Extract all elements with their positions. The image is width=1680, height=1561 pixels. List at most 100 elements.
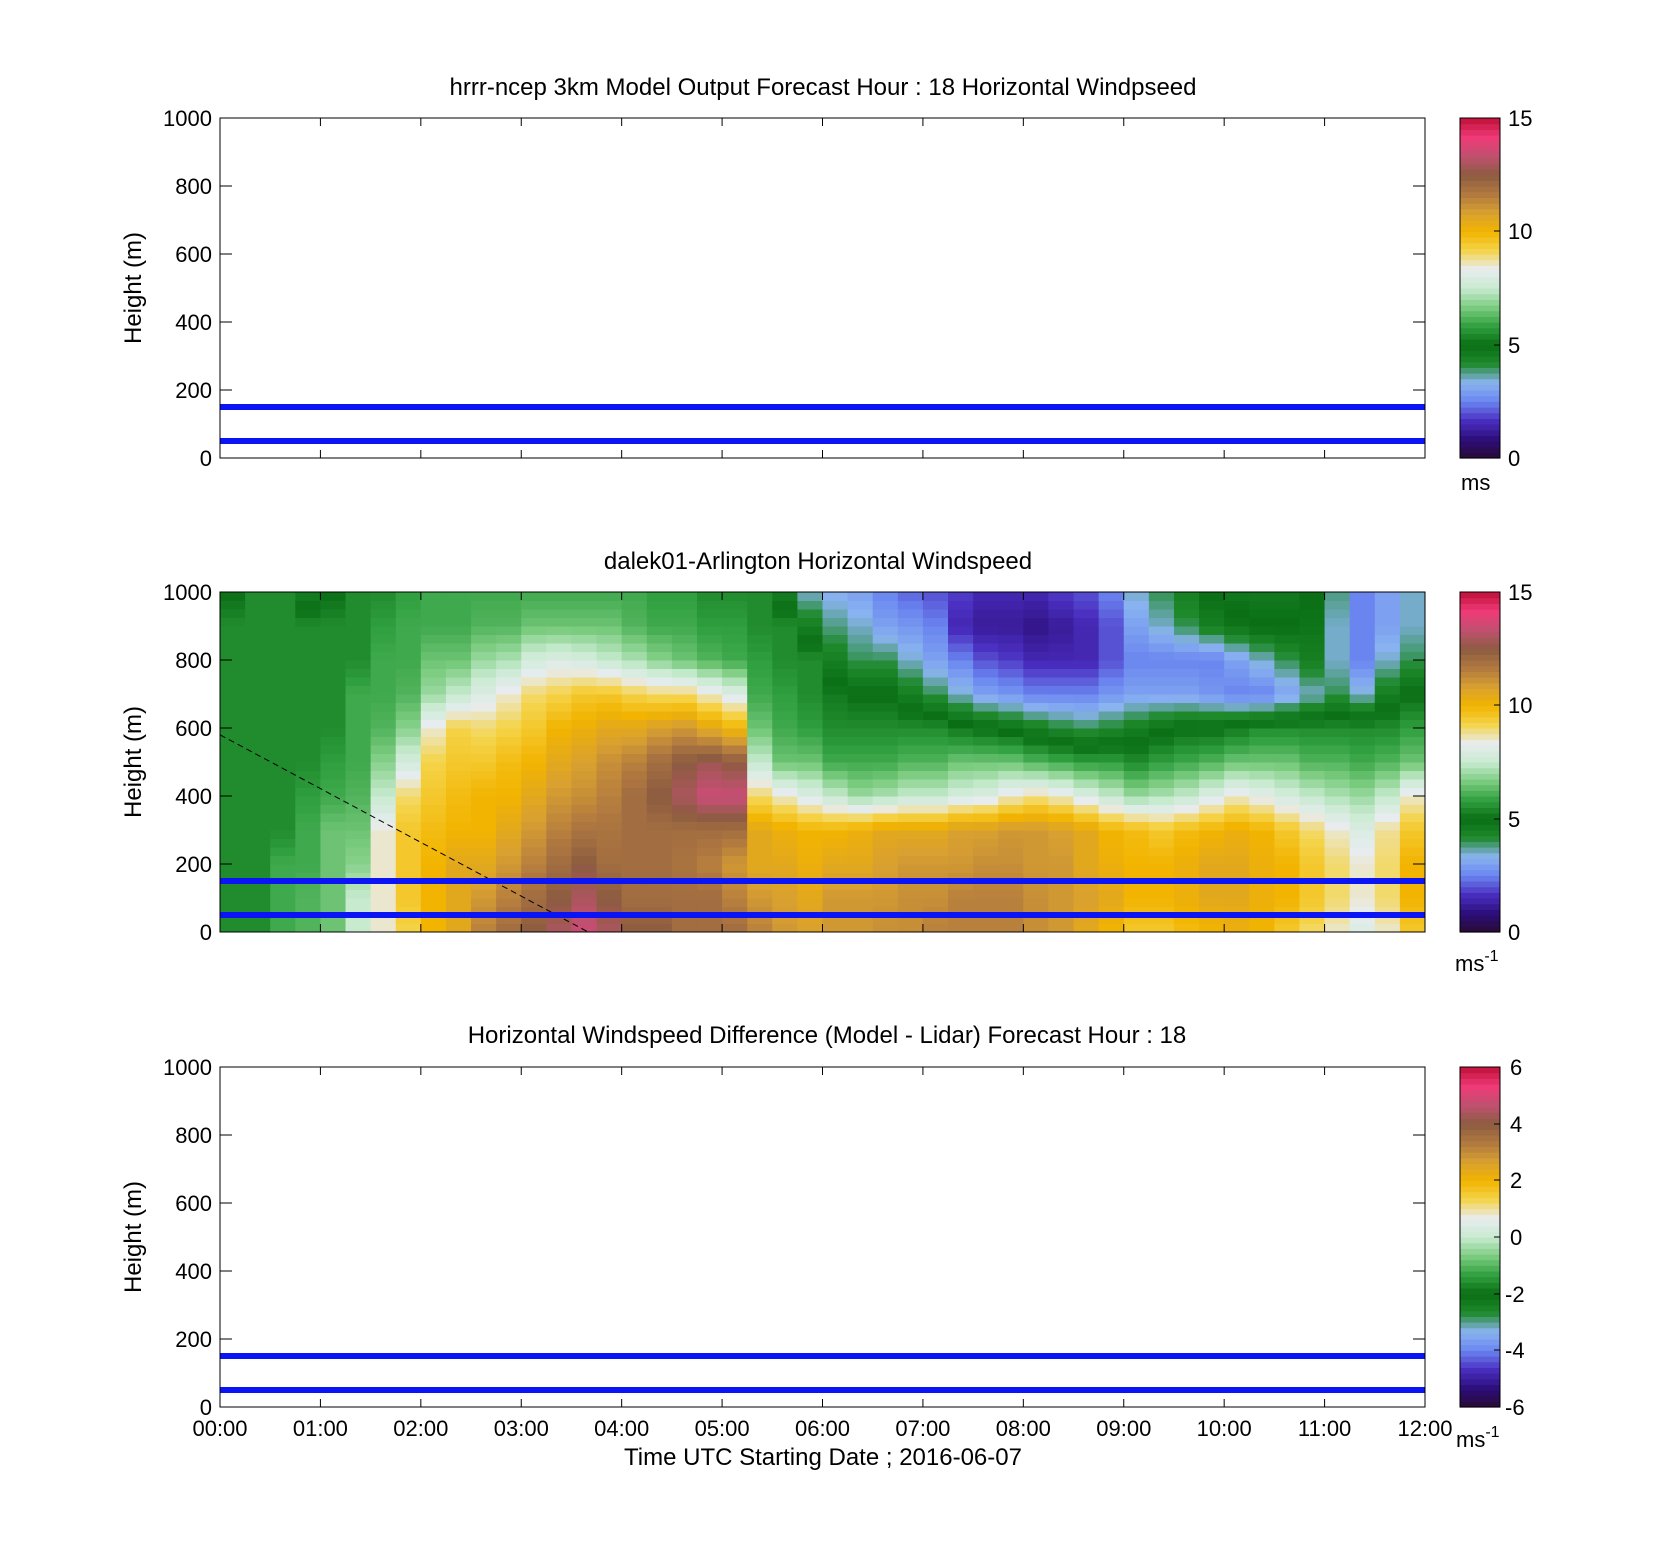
heatmap-cell — [772, 728, 798, 737]
heatmap-cell — [596, 889, 623, 899]
heatmap-cell — [1073, 626, 1100, 635]
heatmap-cell — [1073, 838, 1100, 848]
heatmap-cell — [345, 847, 372, 856]
heatmap-cell — [245, 872, 271, 882]
heatmap-cell — [671, 609, 698, 618]
heatmap-cell — [998, 770, 1024, 780]
heatmap-cell — [571, 855, 598, 865]
heatmap-cell — [696, 787, 723, 797]
heatmap-cell — [245, 592, 271, 601]
heatmap-cell — [445, 694, 472, 703]
panel-difference-cbtick-5: 4 — [1494, 1112, 1522, 1137]
heatmap-cell — [295, 651, 321, 661]
heatmap-cell — [722, 728, 748, 737]
colorbar-swatch — [1460, 146, 1500, 153]
heatmap-cell — [772, 796, 798, 805]
heatmap-cell — [220, 787, 246, 797]
colorbar-swatch — [1460, 327, 1500, 334]
colorbar-swatch — [1460, 830, 1500, 837]
heatmap-cell — [722, 711, 748, 720]
panel-lidar-cbtick-0: 0 — [1494, 920, 1520, 945]
heatmap-cell — [1374, 864, 1401, 873]
heatmap-cell — [1299, 923, 1326, 933]
heatmap-cell — [521, 685, 547, 695]
heatmap-cell — [1274, 838, 1300, 848]
heatmap-cell — [546, 864, 572, 873]
heatmap-cell — [546, 898, 572, 907]
colorbar-swatch — [1460, 677, 1500, 684]
colorbar-swatch — [1460, 401, 1500, 408]
heatmap-cell — [245, 651, 271, 661]
heatmap-cell — [621, 787, 648, 797]
colorbar-swatch — [1460, 1305, 1500, 1312]
heatmap-cell — [722, 617, 748, 627]
heatmap-cell — [948, 617, 974, 627]
heatmap-cell — [1098, 813, 1125, 822]
colorbar-swatch — [1460, 1367, 1500, 1374]
heatmap-cell — [973, 728, 999, 737]
heatmap-cell — [1148, 728, 1175, 737]
heatmap-cell — [1173, 838, 1200, 848]
heatmap-cell — [747, 898, 773, 907]
colorbar-swatch — [1460, 1350, 1500, 1357]
heatmap-cell — [948, 813, 974, 822]
heatmap-cell — [973, 685, 999, 695]
heatmap-cell — [521, 838, 547, 848]
panel-lidar-cbtick-3: 15 — [1494, 580, 1532, 605]
colorbar-swatch — [1460, 620, 1500, 627]
heatmap-cell — [1173, 651, 1200, 661]
panel-difference-ytick-label: 0 — [200, 1395, 212, 1420]
heatmap-cell — [621, 855, 648, 865]
heatmap-cell — [772, 830, 798, 839]
heatmap-cell — [1374, 702, 1401, 712]
colorbar-swatch — [1460, 322, 1500, 329]
heatmap-cell — [847, 779, 874, 788]
heatmap-cell — [822, 702, 849, 712]
panel-difference-x-ticks — [219, 1067, 1426, 1407]
xtick-label: 10:00 — [1197, 1416, 1252, 1441]
heatmap-cell — [571, 847, 598, 856]
heatmap-cell — [295, 745, 321, 754]
heatmap-cell — [1048, 753, 1075, 763]
heatmap-cell — [722, 864, 748, 873]
heatmap-cell — [973, 694, 999, 703]
heatmap-cell — [872, 872, 899, 882]
heatmap-cell — [1274, 906, 1300, 916]
heatmap-cell — [1173, 898, 1200, 907]
heatmap-cell — [1299, 864, 1326, 873]
heatmap-cell — [872, 728, 899, 737]
heatmap-cell — [345, 651, 372, 661]
heatmap-cell — [922, 830, 949, 839]
heatmap-cell — [596, 779, 623, 788]
heatmap-cell — [998, 660, 1024, 669]
heatmap-cell — [496, 736, 522, 746]
heatmap-cell — [797, 753, 823, 763]
heatmap-cell — [320, 855, 347, 865]
heatmap-cell — [1173, 736, 1200, 746]
heatmap-cell — [496, 753, 522, 763]
heatmap-cell — [897, 728, 924, 737]
heatmap-cell — [872, 643, 899, 652]
heatmap-cell — [847, 651, 874, 661]
heatmap-cell — [1324, 855, 1351, 865]
heatmap-cell — [1399, 906, 1426, 916]
heatmap-cell — [1023, 838, 1049, 848]
heatmap-cell — [1224, 719, 1250, 729]
colorbar-swatch — [1460, 1327, 1500, 1334]
colorbar-swatch — [1460, 1288, 1500, 1295]
heatmap-cell — [948, 660, 974, 669]
heatmap-cell — [471, 668, 497, 678]
heatmap-cell — [445, 796, 472, 805]
heatmap-cell — [897, 889, 924, 899]
heatmap-cell — [797, 796, 823, 805]
heatmap-cell — [822, 923, 849, 933]
heatmap-cell — [1173, 813, 1200, 822]
heatmap-cell — [370, 915, 397, 924]
heatmap-cell — [496, 617, 522, 627]
heatmap-cell — [370, 651, 397, 661]
heatmap-cell — [245, 923, 271, 933]
heatmap-cell — [220, 668, 246, 678]
heatmap-cell — [1073, 592, 1100, 601]
heatmap-cell — [797, 609, 823, 618]
heatmap-cell — [772, 634, 798, 644]
